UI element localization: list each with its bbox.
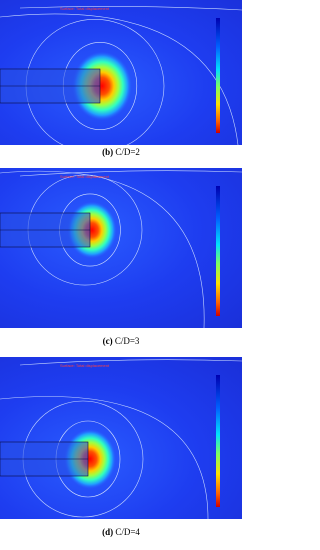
contour-line: [0, 13, 239, 145]
contour-line: [0, 170, 205, 328]
plot-title: Surface: Total displacement: [60, 6, 110, 11]
contour-line: [0, 396, 209, 519]
colorbar: [216, 375, 220, 507]
caption: (b) C/D=2: [0, 147, 242, 157]
figure: Surface: Total displacement (b) C/D=2 Surf…: [0, 0, 242, 537]
panel: Surface: Total displacement (b) C/D=2: [0, 0, 242, 157]
caption: (d) C/D=4: [0, 527, 242, 537]
caption-label: (c): [102, 336, 113, 346]
contour-line: [19, 359, 242, 366]
caption-label: (b): [102, 147, 114, 157]
panel: Surface: Total displacement (d) C/D=4: [0, 357, 242, 537]
contour-line: [19, 6, 242, 11]
background-field: [0, 357, 242, 519]
background-field: [0, 168, 242, 328]
simulation-plot: Surface: Total displacement: [0, 357, 242, 519]
caption-text: C/D=4: [115, 527, 140, 537]
panel: Surface: Total displacement (c) C/D=3: [0, 168, 242, 346]
colorbar: [216, 186, 220, 316]
plot-title: Surface: Total displacement: [60, 174, 110, 179]
caption-label: (d): [102, 527, 114, 537]
simulation-plot: Surface: Total displacement: [0, 0, 242, 145]
caption: (c) C/D=3: [0, 336, 242, 346]
simulation-plot: Surface: Total displacement: [0, 168, 242, 328]
contour-line: [19, 170, 242, 177]
caption-text: C/D=2: [115, 147, 140, 157]
caption-text: C/D=3: [114, 336, 140, 346]
plot-title: Surface: Total displacement: [60, 363, 110, 368]
colorbar: [216, 18, 220, 133]
